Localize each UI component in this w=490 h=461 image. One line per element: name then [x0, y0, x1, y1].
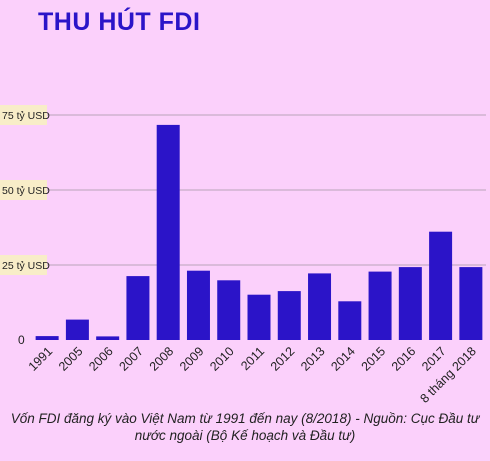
x-tick-label: 2013 [298, 344, 328, 374]
grid-layer [40, 114, 486, 266]
bar-2007 [126, 276, 150, 340]
bar-2012 [277, 291, 301, 340]
y-tick-label-box [0, 255, 47, 275]
chart-title: THU HÚT FDI [38, 8, 201, 36]
bar-1991 [35, 336, 59, 340]
y-tick-labels: 0 25 tỷ USD 50 tỷ USD 75 tỷ USD [0, 105, 50, 347]
bar-2005 [65, 319, 89, 340]
bar-2008 [156, 124, 180, 341]
bar-2010 [217, 280, 241, 340]
bar-2011 [247, 294, 271, 340]
y-tick-label: 0 [18, 333, 25, 347]
x-tick-label: 2007 [116, 344, 146, 374]
y-tick-label-box [0, 105, 47, 125]
x-tick-label: 8 tháng 2018 [417, 344, 479, 406]
x-tick-label: 2011 [238, 344, 267, 373]
x-tick-label: 2015 [359, 344, 389, 374]
y-tick-label: 25 tỷ USD [2, 260, 50, 272]
bar-2006 [96, 336, 120, 340]
x-tick-label: 2014 [328, 344, 358, 374]
chart-caption: Vốn FDI đăng ký vào Việt Nam từ 1991 đến… [10, 411, 480, 443]
bar-layer [35, 124, 483, 341]
bar-2009 [186, 270, 210, 340]
x-tick-label: 2006 [86, 344, 116, 374]
x-tick-label: 2008 [147, 344, 177, 374]
y-tick-label: 75 tỷ USD [2, 110, 50, 122]
x-tick-label: 2012 [268, 344, 298, 374]
bar-2016 [398, 267, 422, 340]
x-tick-label: 2005 [56, 344, 86, 374]
bar-2017 [429, 231, 453, 340]
x-tick-label: 2010 [207, 344, 237, 374]
bar-2013 [308, 273, 332, 340]
x-tick-label: 2009 [177, 344, 207, 374]
x-tick-label: 1991 [26, 344, 56, 374]
x-tick-label: 2016 [389, 344, 419, 374]
x-tick-labels: 1991 2005 2006 2007 2008 2009 2010 2011 2012 2013… [26, 344, 479, 406]
y-tick-label: 50 tỷ USD [2, 185, 50, 197]
y-tick-label-box [0, 180, 47, 200]
bar-8-tháng-2018 [459, 267, 483, 340]
bar-2015 [368, 271, 392, 340]
bar-2014 [338, 301, 362, 340]
